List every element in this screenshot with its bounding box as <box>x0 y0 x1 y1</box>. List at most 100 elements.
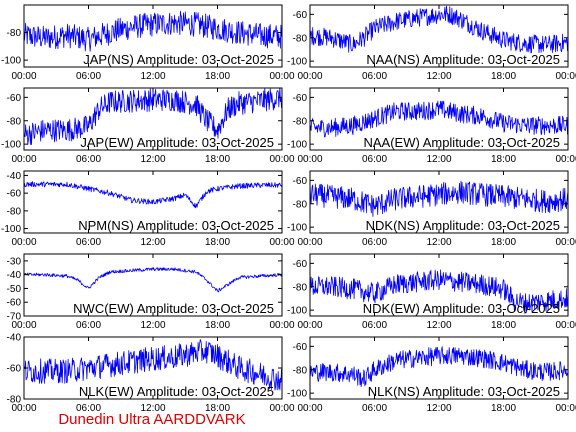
x-tick-label: 12:00 <box>140 320 165 331</box>
y-tick-label: -80 <box>7 116 22 127</box>
x-tick-label: 00:00 <box>297 403 322 414</box>
x-tick-label: 00:00 <box>555 71 576 82</box>
amplitude-trace <box>24 339 282 391</box>
panel-jap-ew: -100 -80 -60 00:00 06:00 12:00 18:00 00:00 JAP(E… <box>1 87 295 165</box>
x-tick-label: 06:00 <box>362 154 387 165</box>
x-tick-label: 18:00 <box>205 154 230 165</box>
amplitude-trace <box>310 180 568 217</box>
y-tick-label: -100 <box>287 223 307 234</box>
x-tick-label: 06:00 <box>76 71 101 82</box>
x-tick-label: 18:00 <box>205 320 230 331</box>
panel-title: JAP(EW) Amplitude: 03-Oct-2025 <box>80 135 274 150</box>
x-tick-label: 00:00 <box>11 237 36 248</box>
y-tick-label: -60 <box>7 364 22 375</box>
x-tick-label: 00:00 <box>11 154 36 165</box>
panel-jap-ns: -100 -80 00:00 06:00 12:00 18:00 00:00 JAP(NS) … <box>1 4 295 82</box>
y-tick-label: -100 <box>287 306 307 317</box>
panel-title: NDK(EW) Amplitude: 03-Oct-2025 <box>363 301 560 316</box>
x-tick-label: 00:00 <box>11 320 36 331</box>
x-tick-label: 00:00 <box>297 320 322 331</box>
panel-title: NWC(EW) Amplitude: 03-Oct-2025 <box>73 301 274 316</box>
y-tick-label: -60 <box>7 93 22 104</box>
x-tick-label: 18:00 <box>491 320 516 331</box>
panel-naa-ns: -100 -80 -60 00:00 06:00 12:00 18:00 00:00 NAA(N… <box>287 4 576 82</box>
x-tick-label: 06:00 <box>362 403 387 414</box>
panel-title: NLK(NS) Amplitude: 03-Oct-2025 <box>368 384 560 399</box>
x-tick-label: 00:00 <box>297 154 322 165</box>
y-tick-label: -40 <box>7 270 22 281</box>
y-tick-label: -60 <box>7 298 22 309</box>
x-tick-label: 18:00 <box>491 237 516 248</box>
y-tick-label: -100 <box>287 389 307 400</box>
x-tick-label: 12:00 <box>426 154 451 165</box>
x-tick-label: 12:00 <box>426 71 451 82</box>
y-tick-label: -50 <box>7 284 22 295</box>
x-tick-label: 18:00 <box>491 403 516 414</box>
y-tick-label: -100 <box>287 140 307 151</box>
x-tick-label: 00:00 <box>297 237 322 248</box>
panel-ndk-ns: -100 -80 -60 00:00 06:00 12:00 18:00 00:00 NDK(N… <box>287 170 576 248</box>
x-tick-label: 00:00 <box>555 320 576 331</box>
x-tick-label: 00:00 <box>555 154 576 165</box>
panel-nlk-ew: -80 -60 -40 00:00 06:00 12:00 18:00 00:00 NLK(EW… <box>7 333 295 415</box>
panel-npm-ns: -100 -80 -60 -40 00:00 06:00 12:00 18:00 00:00 NP… <box>1 170 295 248</box>
x-tick-label: 00:00 <box>269 403 294 414</box>
panel-nwc-ew: -70 -60 -50 -40 -30 00:00 06:00 12:00 18:00 00:00… <box>7 253 295 331</box>
y-tick-label: -60 <box>293 93 308 104</box>
x-tick-label: 12:00 <box>140 237 165 248</box>
x-tick-label: 00:00 <box>269 320 294 331</box>
x-tick-label: 06:00 <box>362 237 387 248</box>
x-tick-label: 00:00 <box>555 237 576 248</box>
x-tick-label: 18:00 <box>205 237 230 248</box>
panel-title: NAA(NS) Amplitude: 03-Oct-2025 <box>366 52 560 67</box>
y-tick-label: -80 <box>293 199 308 210</box>
amplitude-trace <box>310 5 568 54</box>
x-tick-label: 06:00 <box>76 403 101 414</box>
y-tick-label: -100 <box>287 57 307 68</box>
y-tick-label: -100 <box>1 224 21 235</box>
x-tick-label: 00:00 <box>11 403 36 414</box>
y-tick-label: -80 <box>7 206 22 217</box>
amplitude-trace <box>310 269 568 314</box>
x-tick-label: 12:00 <box>140 71 165 82</box>
amplitude-trace <box>310 346 568 387</box>
y-tick-label: -60 <box>7 189 22 200</box>
y-tick-label: -80 <box>7 28 22 39</box>
y-tick-label: -60 <box>293 342 308 353</box>
y-tick-label: -80 <box>293 116 308 127</box>
x-tick-label: 12:00 <box>140 154 165 165</box>
station-caption: Dunedin Ultra AARDDVARK <box>58 411 245 428</box>
x-tick-label: 06:00 <box>76 237 101 248</box>
y-tick-label: -40 <box>7 171 22 182</box>
x-tick-label: 06:00 <box>76 154 101 165</box>
x-tick-label: 18:00 <box>491 154 516 165</box>
x-tick-label: 06:00 <box>362 71 387 82</box>
x-tick-label: 06:00 <box>76 320 101 331</box>
y-tick-label: -80 <box>7 395 22 406</box>
y-tick-label: -80 <box>293 33 308 44</box>
amplitude-trace <box>24 10 282 52</box>
x-tick-label: 00:00 <box>297 71 322 82</box>
panel-title: NDK(NS) Amplitude: 03-Oct-2025 <box>366 218 560 233</box>
amplitude-trace <box>310 100 568 138</box>
y-tick-label: -100 <box>1 140 21 151</box>
x-tick-label: 00:00 <box>269 237 294 248</box>
y-tick-label: -30 <box>7 256 22 267</box>
panel-naa-ew: -100 -80 -60 00:00 06:00 12:00 18:00 00:00 NAA(E… <box>287 87 576 165</box>
y-tick-label: -60 <box>293 10 308 21</box>
panel-title: NAA(EW) Amplitude: 03-Oct-2025 <box>363 135 560 150</box>
x-tick-label: 18:00 <box>205 403 230 414</box>
y-tick-label: -100 <box>1 56 21 67</box>
x-tick-label: 00:00 <box>11 71 36 82</box>
panel-title: JAP(NS) Amplitude: 03-Oct-2025 <box>83 52 274 67</box>
x-tick-label: 12:00 <box>426 237 451 248</box>
x-tick-label: 12:00 <box>426 403 451 414</box>
panel-title: NLK(EW) Amplitude: 03-Oct-2025 <box>79 384 274 399</box>
panel-title: NPM(NS) Amplitude: 03-Oct-2025 <box>78 218 274 233</box>
y-tick-label: -70 <box>7 312 22 323</box>
x-tick-label: 12:00 <box>140 403 165 414</box>
y-tick-label: -40 <box>7 333 22 344</box>
amplitude-trace <box>24 267 282 293</box>
